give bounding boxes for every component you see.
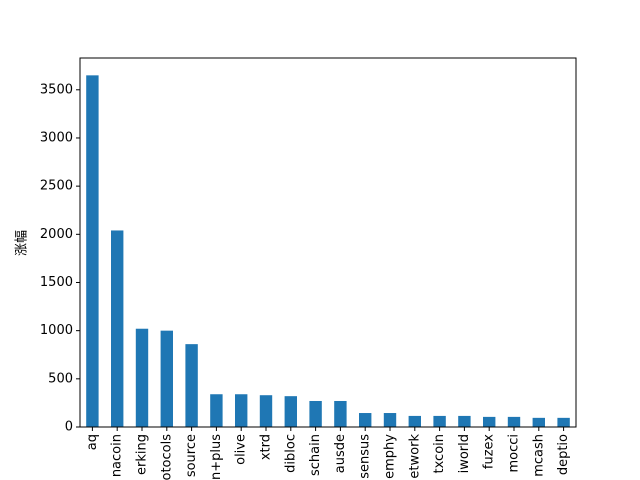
bar (532, 417, 545, 427)
y-tick-label: 3500 (40, 82, 73, 97)
x-tick-label: aq (85, 434, 100, 450)
x-tick-label: erking (135, 434, 150, 475)
y-tick-label: 2500 (40, 179, 73, 194)
bar (458, 415, 471, 427)
x-tick-label: nacoin (110, 434, 125, 477)
bar (433, 415, 446, 427)
bar (309, 400, 322, 427)
x-tick-label: ausde (333, 434, 348, 473)
bar (284, 396, 297, 427)
bar (383, 413, 397, 427)
bar (185, 344, 198, 427)
bar (111, 230, 124, 427)
bar (160, 330, 173, 427)
y-axis-label: 涨幅 (15, 230, 30, 256)
x-tick-label: txcoin (432, 434, 447, 474)
x-tick-label: fuzex (482, 434, 497, 469)
x-tick-label: deptio (556, 434, 571, 475)
bar (557, 417, 570, 427)
x-tick-label: n+plus (209, 434, 224, 480)
bar (210, 394, 223, 427)
x-tick-label: iworld (457, 434, 472, 473)
x-tick-label: source (184, 434, 199, 477)
bar (86, 75, 99, 427)
x-tick-label: mcash (531, 434, 546, 477)
bar (135, 328, 149, 427)
y-tick-label: 1000 (40, 323, 73, 338)
x-tick-label: emphy (383, 434, 398, 479)
x-tick-label: otocols (159, 434, 174, 480)
y-tick-label: 0 (65, 420, 73, 435)
y-tick-label: 3000 (40, 130, 73, 145)
x-tick-label: schain (308, 434, 323, 476)
x-tick-label: mocci (507, 434, 522, 473)
x-tick-label: xtrd (259, 434, 274, 460)
y-tick-label: 2000 (40, 227, 73, 242)
bar (483, 416, 496, 427)
x-tick-label: dibloc (283, 434, 298, 473)
bar (359, 413, 372, 427)
bar (235, 394, 248, 427)
x-tick-label: sensus (358, 434, 373, 479)
y-tick-label: 1500 (40, 275, 73, 290)
bar (259, 395, 273, 427)
bar (507, 416, 521, 427)
plot-frame (79, 57, 577, 428)
bar (408, 415, 421, 427)
x-tick-label: olive (234, 434, 249, 465)
bar (334, 400, 347, 427)
x-tick-label: etwork (407, 434, 422, 479)
y-tick-label: 500 (48, 371, 73, 386)
